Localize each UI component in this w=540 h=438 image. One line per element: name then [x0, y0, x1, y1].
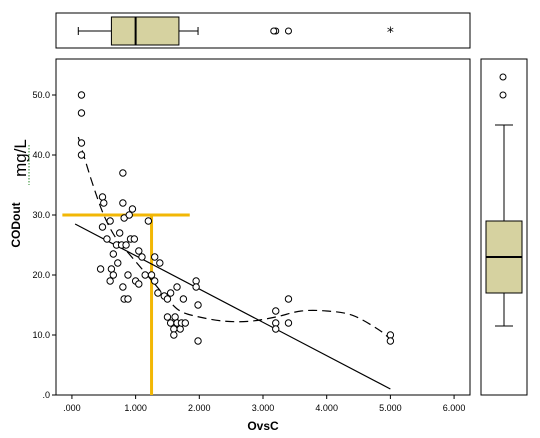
- data-point: [272, 307, 280, 315]
- data-point: [135, 247, 143, 255]
- data-point: [77, 91, 86, 99]
- data-point: [147, 271, 156, 279]
- y-tick-label: 10.0: [32, 330, 50, 340]
- data-point: [135, 280, 143, 288]
- top-box: [110, 16, 180, 46]
- data-point: [192, 283, 200, 291]
- data-point: [124, 295, 132, 303]
- data-point: [138, 253, 146, 261]
- data-point: [173, 283, 181, 291]
- data-point: [109, 250, 118, 258]
- data-point: [114, 259, 122, 267]
- y-tick-label: .0: [42, 390, 50, 400]
- data-point: [284, 319, 293, 327]
- data-point: [122, 241, 130, 249]
- data-point: [166, 289, 175, 297]
- data-point: [386, 337, 395, 345]
- x-tick-label: .000: [63, 403, 81, 413]
- unit-annotation: mg/L: [11, 139, 30, 177]
- y-axis-ticks: .0 10.0 20.0 30.0 40.0 50.0: [32, 90, 56, 400]
- data-point: [166, 319, 175, 327]
- right-boxplot-panel: [480, 58, 528, 396]
- y-tick-label: 20.0: [32, 270, 50, 280]
- top-outlier: [270, 27, 278, 35]
- data-point: [194, 337, 202, 345]
- x-axis-title: OvsC: [247, 419, 279, 433]
- data-point: [194, 301, 202, 309]
- data-point: [154, 289, 162, 297]
- data-point: [170, 331, 178, 339]
- y-tick-label: 40.0: [32, 150, 50, 160]
- y-tick-label: 30.0: [32, 210, 50, 220]
- x-tick-label: 3.000: [252, 403, 275, 413]
- data-point: [109, 271, 118, 279]
- data-point: [98, 223, 107, 231]
- data-point: [115, 229, 124, 237]
- data-point: [107, 265, 116, 273]
- data-point: [272, 319, 280, 327]
- y-tick-label: 50.0: [32, 90, 50, 100]
- data-point: [119, 169, 127, 177]
- data-point: [192, 277, 200, 285]
- loess-curve-layer: [77, 136, 391, 340]
- x-tick-label: 6.000: [443, 403, 466, 413]
- data-point: [77, 109, 86, 117]
- x-tick-label: 4.000: [315, 403, 338, 413]
- top-extreme-star: *: [387, 25, 394, 41]
- data-point: [119, 283, 127, 291]
- data-point: [77, 151, 86, 159]
- data-point: [156, 259, 164, 267]
- data-point: [124, 271, 132, 279]
- data-point: [77, 139, 86, 147]
- data-point: [272, 325, 280, 333]
- right-outlier: [499, 73, 507, 81]
- data-point: [151, 277, 159, 285]
- loess-curve: [77, 136, 391, 340]
- data-point: [125, 211, 133, 219]
- data-point: [106, 277, 114, 285]
- y-axis-title: CODout: [9, 202, 23, 247]
- x-tick-label: 5.000: [379, 403, 402, 413]
- data-point: [171, 313, 179, 321]
- data-point: [119, 199, 127, 207]
- data-point: [284, 295, 293, 303]
- data-point: [130, 235, 139, 243]
- data-point: [170, 325, 178, 333]
- data-point: [96, 265, 105, 273]
- x-tick-label: 1.000: [124, 403, 147, 413]
- data-point: [98, 193, 107, 201]
- x-axis-ticks: .000 1.000 2.000 3.000 4.000 5.000 6.000: [63, 395, 465, 413]
- data-point: [179, 295, 188, 303]
- data-point: [151, 253, 159, 261]
- top-boxplot: *: [77, 16, 394, 46]
- top-boxplot-panel: *: [55, 12, 471, 49]
- data-point: [106, 217, 114, 225]
- right-boxplot: [485, 73, 523, 327]
- plot-frame: [55, 58, 471, 396]
- x-tick-label: 2.000: [188, 403, 211, 413]
- data-point: [100, 199, 108, 207]
- data-point: [128, 205, 137, 213]
- data-points: [77, 91, 395, 345]
- data-point: [144, 217, 153, 225]
- right-outlier: [499, 91, 507, 99]
- data-point: [163, 295, 172, 303]
- data-point: [386, 331, 395, 339]
- data-point: [163, 313, 172, 321]
- data-point: [176, 325, 184, 333]
- data-point: [141, 271, 149, 279]
- data-point: [103, 235, 111, 243]
- data-point: [181, 319, 189, 327]
- top-outlier: [284, 27, 292, 35]
